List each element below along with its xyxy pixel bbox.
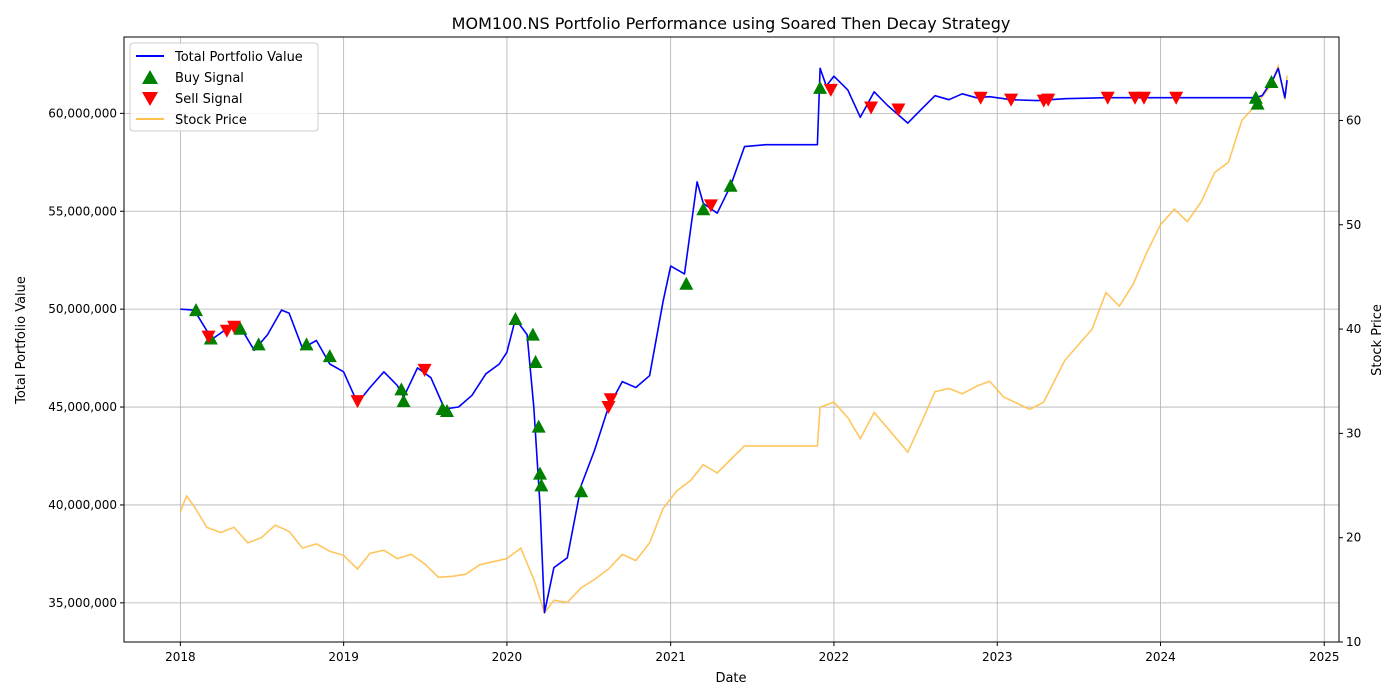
sell-signal-marker — [1169, 91, 1184, 105]
left-y-tick-label: 50,000,000 — [48, 302, 117, 316]
buy-signal-marker — [723, 178, 738, 192]
left-y-axis-label: Total Portfolio Value — [14, 276, 29, 405]
plot-frame — [123, 36, 1340, 643]
left-y-tick-label: 55,000,000 — [48, 204, 117, 218]
right-y-tick-label: 60 — [1346, 113, 1361, 127]
sell-signal-marker — [603, 393, 618, 407]
buy-signal-marker — [396, 394, 411, 408]
x-tick-label: 2020 — [492, 650, 523, 664]
sell-signal-marker — [417, 363, 432, 377]
x-tick-label: 2018 — [165, 650, 196, 664]
x-tick-label: 2025 — [1309, 650, 1340, 664]
left-y-axis: 35,000,000 40,000,000 45,000,000 50,000,000… — [48, 106, 124, 610]
buy-signal-marker — [1264, 75, 1279, 89]
buy-signal-markers — [189, 75, 1279, 498]
sell-signal-marker — [1128, 91, 1143, 105]
legend-sell-label: Sell Signal — [175, 92, 243, 107]
sell-signal-marker — [973, 91, 988, 105]
sell-signal-marker — [1004, 93, 1019, 107]
buy-signal-marker — [528, 355, 543, 369]
x-tick-label: 2024 — [1145, 650, 1176, 664]
sell-signal-marker — [601, 401, 616, 415]
left-y-tick-label: 45,000,000 — [48, 400, 117, 414]
legend: Total Portfolio Value Buy Signal Sell Si… — [129, 42, 319, 132]
portfolio-series — [180, 67, 1288, 614]
legend-portfolio-label: Total Portfolio Value — [174, 50, 303, 65]
grid-lines — [124, 37, 1339, 642]
buy-signal-marker — [439, 403, 454, 417]
legend-box — [129, 42, 319, 132]
sell-signal-marker — [1100, 91, 1115, 105]
buy-signal-marker — [251, 337, 266, 351]
sell-signal-marker — [201, 330, 216, 344]
buy-signal-marker — [533, 466, 548, 480]
x-tick-label: 2021 — [655, 650, 686, 664]
sell-signal-marker — [864, 101, 879, 115]
x-tick-label: 2023 — [982, 650, 1013, 664]
x-tick-label: 2022 — [819, 650, 850, 664]
right-y-axis: 10 20 30 40 50 60 — [1339, 113, 1361, 649]
left-y-tick-label: 60,000,000 — [48, 106, 117, 120]
legend-buy-swatch — [142, 70, 158, 84]
portfolio-line — [180, 67, 1288, 614]
buy-signal-marker — [322, 349, 337, 363]
buy-signal-marker — [679, 276, 694, 290]
buy-signal-marker — [299, 337, 314, 351]
sell-signal-marker — [1041, 93, 1056, 107]
legend-buy-label: Buy Signal — [175, 71, 244, 86]
buy-signal-marker — [394, 382, 409, 396]
right-y-tick-label: 50 — [1346, 218, 1361, 232]
buy-signal-marker — [534, 478, 549, 492]
price-line — [179, 63, 1288, 615]
sell-signal-marker — [350, 395, 365, 409]
buy-signal-marker — [531, 419, 546, 433]
left-y-tick-label: 40,000,000 — [48, 498, 117, 512]
right-y-axis-label: Stock Price — [1370, 304, 1385, 376]
sell-signal-markers — [201, 83, 1184, 415]
sell-signal-marker — [219, 324, 234, 338]
sell-signal-marker — [823, 83, 838, 97]
buy-signal-marker — [525, 327, 540, 341]
buy-signal-marker — [189, 303, 204, 317]
sell-signal-marker — [1136, 91, 1151, 105]
buy-signal-marker — [508, 311, 523, 325]
legend-sell-swatch — [142, 92, 158, 106]
right-y-tick-label: 10 — [1346, 635, 1361, 649]
buy-signal-marker — [696, 202, 711, 216]
chart-title: MOM100.NS Portfolio Performance using So… — [452, 14, 1011, 33]
buy-signal-marker — [233, 321, 248, 335]
price-series — [179, 63, 1288, 615]
x-axis: 2018 2019 2020 2021 2022 2023 2024 2025 — [165, 642, 1340, 664]
buy-signal-marker — [1250, 96, 1265, 110]
buy-signal-marker — [813, 80, 828, 94]
sell-signal-marker — [703, 199, 718, 213]
x-axis-label: Date — [715, 671, 746, 686]
legend-price-label: Stock Price — [175, 113, 247, 128]
buy-signal-marker — [574, 484, 589, 498]
sell-signal-marker — [891, 103, 906, 117]
right-y-tick-label: 40 — [1346, 322, 1361, 336]
left-y-tick-label: 35,000,000 — [48, 596, 117, 610]
x-tick-label: 2019 — [328, 650, 359, 664]
sell-signal-marker — [227, 320, 242, 334]
right-y-tick-label: 20 — [1346, 531, 1361, 545]
right-y-tick-label: 30 — [1346, 426, 1361, 440]
